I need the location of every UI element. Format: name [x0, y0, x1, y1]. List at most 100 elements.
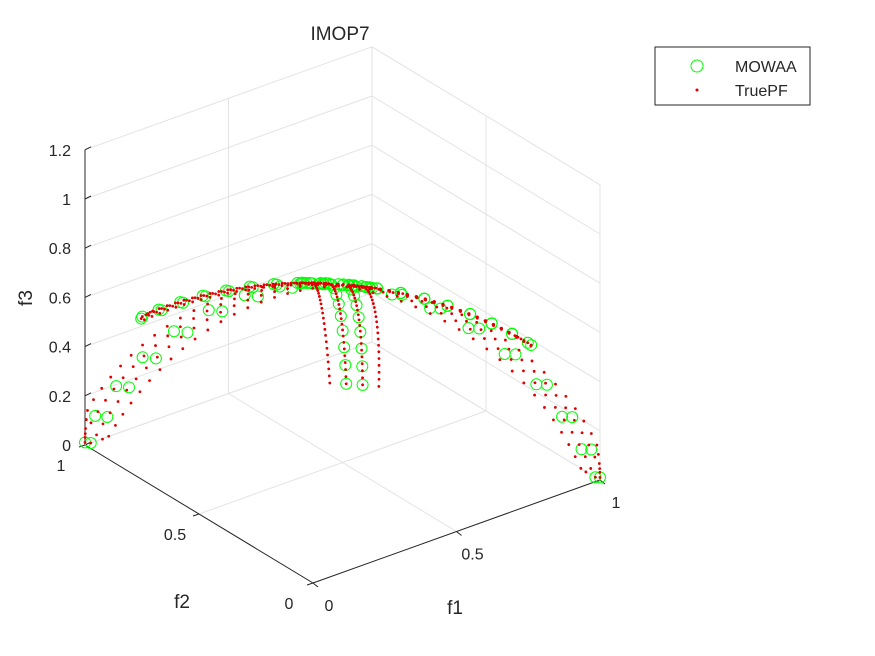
truepf-point: [507, 347, 511, 351]
truepf-point: [129, 401, 133, 405]
z-tick-label: 0.2: [49, 389, 71, 406]
truepf-point: [377, 384, 381, 388]
truepf-point: [572, 418, 576, 422]
truepf-point: [182, 303, 186, 306]
truepf-point: [121, 376, 125, 380]
truepf-point: [182, 298, 186, 302]
truepf-point: [232, 312, 236, 316]
truepf-point: [368, 292, 372, 296]
truepf-point: [365, 285, 369, 289]
truepf-point: [468, 327, 472, 331]
truepf-point: [498, 358, 502, 362]
truepf-point: [450, 312, 454, 316]
truepf-point: [493, 337, 497, 341]
truepf-point: [107, 434, 111, 438]
truepf-point: [320, 306, 324, 310]
truepf-point: [361, 383, 364, 387]
truepf-point: [298, 289, 302, 292]
truepf-point: [226, 288, 230, 292]
truepf-point: [355, 304, 359, 308]
truepf-point: [155, 355, 159, 359]
truepf-point: [318, 281, 322, 285]
x-tick-label: 0: [325, 598, 334, 615]
truepf-point: [112, 387, 116, 391]
z-axis-label: f3: [16, 290, 37, 306]
truepf-point: [108, 411, 112, 415]
truepf-point: [336, 299, 340, 302]
truepf-point: [155, 310, 158, 314]
z-tick: [84, 195, 92, 200]
truepf-point: [357, 285, 361, 289]
mowaa-point: [506, 328, 519, 341]
truepf-point: [379, 287, 382, 291]
truepf-point: [238, 286, 241, 290]
truepf-point: [577, 443, 581, 447]
truepf-point: [399, 299, 403, 303]
truepf-point: [496, 347, 500, 351]
truepf-point: [179, 325, 182, 329]
truepf-point: [160, 307, 164, 310]
truepf-point: [377, 363, 381, 367]
truepf-point: [475, 316, 479, 320]
truepf-point: [179, 301, 183, 305]
truepf-point: [176, 301, 180, 305]
truepf-point: [598, 476, 602, 479]
data-points: [79, 276, 606, 484]
truepf-point: [241, 287, 244, 291]
truepf-point: [507, 331, 511, 335]
truepf-point: [375, 325, 379, 329]
legend-truepf-marker: [695, 88, 699, 92]
truepf-point: [232, 304, 236, 308]
truepf-point: [86, 409, 89, 412]
mowaa-point: [418, 292, 431, 305]
truepf-point: [589, 467, 593, 470]
truepf-point: [321, 316, 325, 320]
truepf-point: [573, 455, 577, 459]
truepf-point: [460, 313, 464, 317]
truepf-point: [467, 313, 471, 317]
truepf-point: [92, 398, 95, 402]
truepf-point: [376, 337, 380, 341]
truepf-point: [192, 326, 196, 330]
truepf-point: [526, 341, 530, 345]
truepf-point: [542, 370, 546, 374]
truepf-point: [262, 283, 266, 287]
truepf-point: [174, 305, 178, 309]
truepf-point: [371, 302, 375, 305]
truepf-point: [441, 304, 445, 307]
truepf-point: [377, 377, 381, 381]
truepf-point: [220, 297, 223, 300]
truepf-point: [327, 282, 331, 286]
truepf-point: [360, 369, 364, 373]
truepf-point: [253, 284, 257, 288]
truepf-point: [191, 296, 194, 300]
truepf-point: [208, 292, 212, 295]
truepf-point: [489, 329, 493, 333]
truepf-point: [504, 338, 507, 342]
truepf-point: [100, 386, 104, 390]
truepf-point: [483, 337, 486, 340]
truepf-point: [596, 452, 600, 456]
truepf-point: [205, 294, 209, 298]
truepf-point: [343, 354, 347, 358]
truepf-point: [140, 315, 144, 318]
mowaa-point: [167, 325, 180, 338]
truepf-point: [519, 337, 523, 341]
truepf-point: [360, 362, 364, 366]
truepf-point: [484, 320, 487, 324]
mowaa-point: [356, 378, 369, 391]
mowaa-point: [473, 322, 486, 335]
truepf-point: [415, 296, 418, 300]
truepf-point: [295, 281, 299, 285]
truepf-point: [377, 343, 380, 347]
truepf-point: [324, 340, 328, 344]
truepf-point: [459, 310, 462, 313]
truepf-point: [292, 281, 296, 285]
truepf-point: [235, 286, 239, 290]
truepf-point: [385, 295, 389, 298]
mowaa-point: [216, 305, 229, 318]
truepf-point: [338, 307, 342, 311]
truepf-point: [492, 324, 495, 327]
truepf-point: [273, 295, 276, 299]
truepf-point: [397, 292, 400, 295]
